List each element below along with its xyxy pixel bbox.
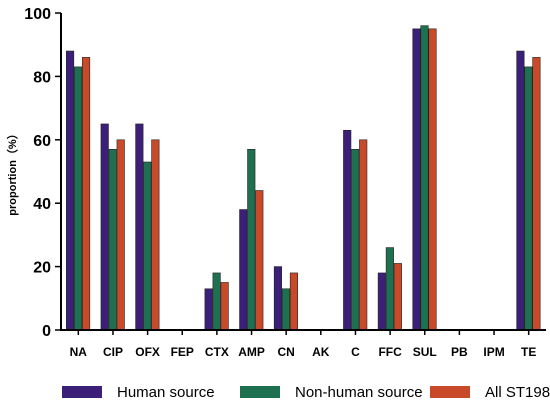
bar-ctx-1 [204, 288, 213, 331]
bar-amp-2 [247, 149, 256, 331]
y-tick-label: 100 [24, 6, 51, 23]
bar-te-2 [524, 66, 533, 331]
bar-cip-2 [108, 149, 117, 331]
bar-ctx-2 [212, 272, 221, 331]
bar-ffc-2 [385, 247, 394, 331]
x-tick-label: AMP [238, 345, 265, 359]
axes-group [60, 13, 546, 331]
legend-swatch [430, 386, 470, 398]
bar-cn-2 [281, 288, 290, 331]
bar-ofx-3 [151, 139, 160, 331]
x-tick-label: CIP [103, 345, 123, 359]
bar-amp-1 [239, 209, 248, 331]
x-tick-label: PB [451, 345, 468, 359]
legend-label: Non-human source [295, 384, 423, 401]
x-tick-label: NA [70, 345, 88, 359]
bar-ffc-1 [377, 272, 386, 331]
y-tick-label: 60 [33, 133, 51, 150]
bar-na-1 [66, 50, 75, 331]
bar-amp-3 [255, 190, 264, 331]
bars-group [66, 25, 541, 331]
ticks-group: NA CIP OFX FEP CTX AMP CN AK C FFC SUL PB IPM TE 0 20 40… [24, 6, 536, 359]
legend-swatch [240, 386, 280, 398]
x-tick-label: C [351, 345, 360, 359]
legend-label: All ST198 [485, 384, 550, 401]
legend-label: Human source [117, 384, 215, 401]
bar-te-3 [532, 57, 541, 331]
bar-sul-1 [412, 28, 421, 331]
bar-sul-2 [420, 25, 429, 331]
bar-na-2 [74, 66, 83, 331]
x-tick-label: TE [521, 345, 536, 359]
y-tick-label: 20 [33, 260, 51, 277]
y-tick-label: 0 [42, 323, 51, 340]
bar-sul-3 [428, 28, 437, 331]
y-axis-label: proportion（%） [6, 128, 19, 215]
bar-ofx-1 [135, 123, 144, 331]
x-tick-label: FEP [171, 345, 194, 359]
bar-na-3 [82, 57, 91, 331]
bar-cn-3 [289, 272, 298, 331]
bar-cn-1 [273, 266, 282, 331]
x-tick-label: OFX [135, 345, 160, 359]
y-tick-label: 80 [33, 69, 51, 86]
legend: Human source Non-human source All ST198 [62, 384, 550, 401]
bar-ctx-3 [220, 282, 229, 331]
bar-cip-3 [116, 139, 125, 331]
bar-ffc-3 [393, 263, 402, 331]
x-tick-label: SUL [413, 345, 437, 359]
bar-te-1 [516, 50, 525, 331]
legend-swatch [62, 386, 102, 398]
x-tick-label: CTX [205, 345, 229, 359]
bar-c-3 [359, 139, 368, 331]
x-tick-label: CN [278, 345, 295, 359]
bar-cip-1 [100, 123, 109, 331]
bar-ofx-2 [143, 161, 152, 331]
bar-c-1 [343, 129, 352, 331]
x-tick-label: FFC [378, 345, 402, 359]
y-tick-label: 40 [33, 196, 51, 213]
x-tick-label: AK [312, 345, 330, 359]
bar-c-2 [351, 149, 360, 331]
x-tick-label: IPM [483, 345, 504, 359]
